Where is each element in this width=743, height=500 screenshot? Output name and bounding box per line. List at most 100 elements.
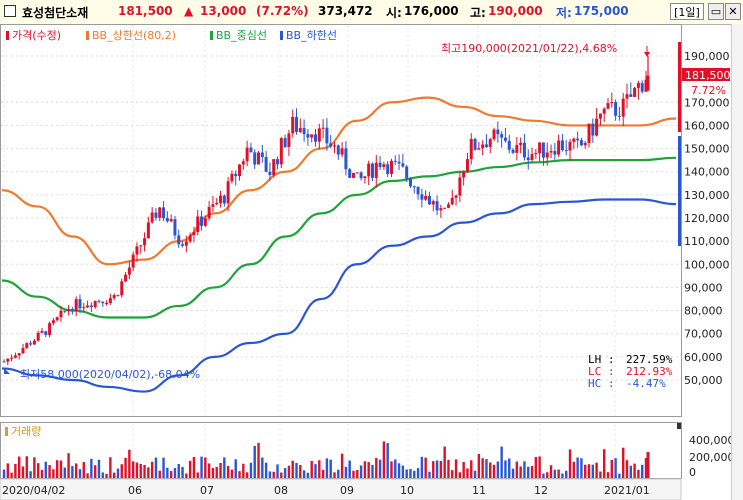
legend-item-label: BB_하한선 — [286, 28, 337, 42]
volume-bar — [432, 461, 435, 478]
stock-name[interactable]: 효성첨단소재 — [22, 6, 89, 20]
volume-bar — [14, 463, 17, 478]
volume-bar — [321, 469, 325, 478]
select-checkbox[interactable] — [4, 5, 16, 17]
y-tick-label: 70,000 — [684, 328, 723, 341]
volume-bar — [226, 466, 230, 478]
candle-body — [424, 195, 428, 200]
volume-bar — [485, 459, 488, 478]
volume-bar — [363, 461, 367, 478]
volume-bar — [477, 453, 481, 478]
price-range-strip-up — [678, 42, 681, 132]
min-annotation: 최저58,000(2020/04/02),-68.04% — [20, 368, 200, 381]
legend-swatch — [86, 31, 89, 40]
volume-bar — [580, 458, 583, 478]
x-tick-label: 06 — [128, 484, 142, 497]
volume-bar — [25, 456, 28, 478]
stat-label: LH : — [588, 353, 615, 366]
candle-body — [139, 245, 143, 247]
volume-bar — [606, 472, 610, 478]
volume-bar — [52, 469, 55, 478]
volume-bar — [561, 473, 564, 478]
candle-body — [321, 127, 325, 129]
candle-body — [633, 87, 637, 97]
candle-body — [450, 197, 454, 205]
candle-body — [591, 123, 595, 136]
period-selector[interactable]: [1일] — [670, 3, 704, 20]
volume-bar — [6, 463, 9, 478]
candle-body — [40, 331, 44, 333]
y-tick-label: 140,000 — [684, 166, 730, 179]
volume-bar — [268, 471, 272, 478]
candle-body — [435, 201, 439, 211]
volume-bar — [154, 457, 158, 478]
candle-body — [287, 133, 291, 147]
volume-bar — [200, 456, 203, 478]
minimize-icon[interactable]: ▭ — [708, 3, 724, 20]
candle-body — [408, 178, 412, 187]
volume-bar — [527, 466, 530, 478]
candle-body — [55, 317, 59, 321]
volume-bar — [333, 472, 336, 478]
volume-bar — [454, 459, 458, 478]
candle-body — [112, 295, 116, 299]
volume-bar — [299, 465, 302, 478]
candle-body — [484, 144, 488, 147]
candle-body — [439, 208, 443, 211]
candle-body — [257, 152, 261, 165]
candle-body — [230, 173, 234, 182]
candle-body — [443, 207, 447, 209]
volume-bar — [82, 462, 85, 478]
volume-bar — [280, 472, 283, 478]
candle-body — [454, 195, 458, 198]
candle-body — [363, 176, 367, 179]
candle-body — [101, 301, 105, 304]
volume-bar — [397, 463, 401, 478]
y-tick-label: 100,000 — [684, 258, 730, 271]
candle-body — [481, 144, 485, 149]
x-tick-label: 11 — [472, 484, 486, 497]
volume-bar — [188, 460, 192, 478]
close-icon[interactable]: ✕ — [725, 3, 741, 20]
low-value: 175,000 — [574, 4, 629, 18]
volume-bar — [614, 458, 617, 478]
high-value: 190,000 — [488, 4, 543, 18]
candle-body — [177, 235, 181, 245]
candle-body — [492, 129, 496, 140]
candle-body — [238, 164, 242, 177]
candle-body — [462, 171, 466, 178]
candle-body — [150, 212, 154, 223]
y-tick-label: 160,000 — [684, 119, 730, 132]
candle-body — [351, 172, 355, 178]
volume-bar — [196, 472, 199, 478]
volume-bar — [55, 460, 59, 478]
volume-bar — [356, 469, 359, 478]
candle-body — [120, 281, 124, 296]
candle-body — [515, 145, 519, 153]
current-price-box — [682, 68, 730, 81]
candle-body — [21, 348, 25, 354]
volume-bar — [405, 469, 408, 478]
volume-bar — [17, 456, 21, 478]
volume-bar — [211, 467, 215, 478]
volume-bar — [264, 462, 268, 478]
candle-body — [469, 138, 473, 160]
volume-bar — [447, 459, 450, 478]
volume-bar — [375, 457, 378, 478]
candle-body — [184, 241, 188, 246]
volume-bar — [329, 459, 332, 478]
candle-body — [211, 204, 215, 207]
volume-bar — [223, 457, 226, 478]
bb-upper-line — [1, 96, 677, 266]
candle-body — [355, 172, 359, 174]
vertical-scrollbar[interactable] — [731, 24, 743, 500]
volume-bar — [557, 469, 560, 478]
candle-body — [572, 138, 576, 142]
volume-bar — [409, 469, 412, 478]
candle-body — [196, 216, 200, 233]
candle-body — [427, 195, 431, 205]
stock-chart[interactable]: 50,00060,00070,00080,00090,000100,000110… — [0, 24, 731, 500]
volume-bar — [295, 462, 298, 478]
volume-bar — [169, 471, 173, 478]
candle-body — [587, 123, 591, 143]
